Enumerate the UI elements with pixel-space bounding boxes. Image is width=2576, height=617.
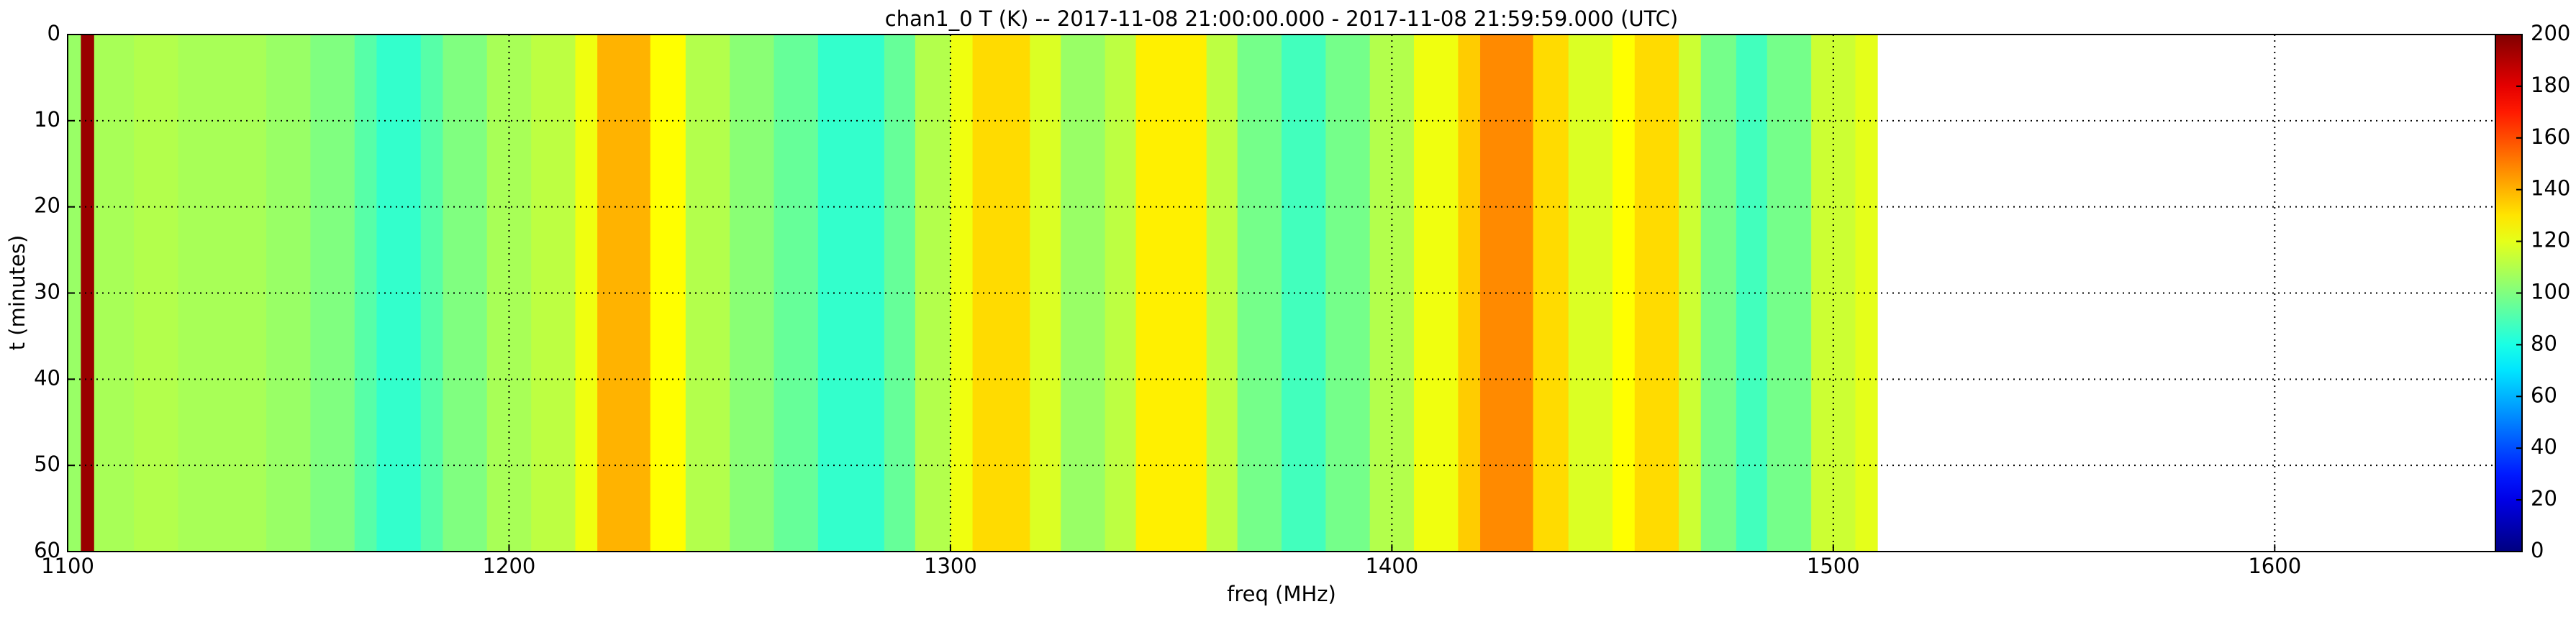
heatmap-cell (134, 35, 178, 552)
heatmap-cell (884, 35, 916, 552)
x-tick-label: 1300 (924, 554, 977, 578)
y-tick-label: 60 (34, 538, 60, 562)
x-tick-label: 1400 (1365, 554, 1418, 578)
heatmap-cell (1061, 35, 1106, 552)
y-tick-label: 20 (34, 193, 60, 218)
heatmap-cell (1325, 35, 1371, 552)
heatmap-cell (650, 35, 686, 552)
y-tick-label: 50 (34, 452, 60, 476)
x-tick-label: 1600 (2248, 554, 2301, 578)
heatmap-cell (915, 35, 951, 552)
heatmap-cell (1568, 35, 1613, 552)
colorbar-tick-label: 40 (2531, 434, 2557, 459)
x-tick-label: 1500 (1807, 554, 1860, 578)
colorbar-tick-label: 100 (2531, 280, 2570, 304)
heatmap-cell (1613, 35, 1636, 552)
chart-title: chan1_0 T (K) -- 2017-11-08 21:00:00.000… (885, 6, 1678, 31)
colorbar-tick-label: 120 (2531, 228, 2570, 252)
y-axis-label: t (minutes) (5, 235, 30, 351)
heatmap-cell (950, 35, 974, 552)
y-tick-label: 30 (34, 280, 60, 304)
heatmap-cell (1533, 35, 1569, 552)
y-tick-label: 0 (47, 21, 60, 45)
y-tick-label: 10 (34, 107, 60, 132)
colorbar-tick-label: 60 (2531, 383, 2557, 407)
colorbar-tick-label: 80 (2531, 331, 2557, 355)
heatmap-cell (774, 35, 819, 552)
x-axis-label: freq (MHz) (1227, 582, 1336, 606)
colorbar-tick-label: 160 (2531, 124, 2570, 149)
colorbar-tick-label: 200 (2531, 21, 2570, 45)
heatmap-cell (1206, 35, 1238, 552)
heatmap-cell (1030, 35, 1061, 552)
heatmap-cell (1700, 35, 1737, 552)
colorbar-tick-label: 180 (2531, 73, 2570, 97)
heatmap-cell (531, 35, 576, 552)
colorbar-tick-label: 0 (2531, 538, 2544, 562)
x-tick-label: 1200 (483, 554, 536, 578)
heatmap-cell (81, 35, 95, 552)
colorbar-tick-label: 140 (2531, 176, 2570, 201)
x-tick-label: 1100 (41, 554, 94, 578)
heatmap-cell (730, 35, 775, 552)
heatmap-cell (266, 35, 311, 552)
y-tick-label: 40 (34, 365, 60, 390)
colorbar-tick-label: 20 (2531, 486, 2557, 511)
heatmap-cell (1135, 35, 1207, 552)
heatmap-cell (597, 35, 651, 552)
heatmap-cell (420, 35, 443, 552)
heatmap-cell (1736, 35, 1768, 552)
plot-layer: 1100 1200 1300 1400 1500 1600 0 10 20 30 40 50 60 0 20… (34, 21, 2570, 578)
heatmap-cell (222, 35, 267, 552)
